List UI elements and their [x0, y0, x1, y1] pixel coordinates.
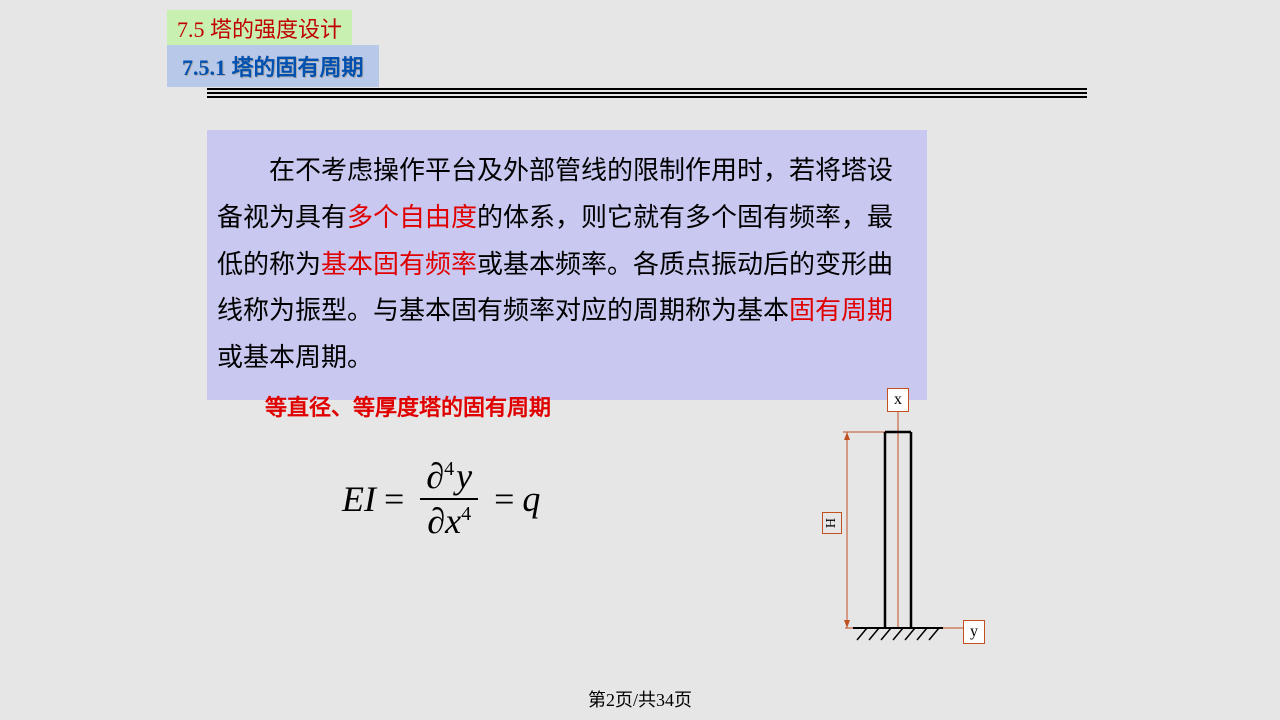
subtitle: 等直径、等厚度塔的固有周期	[265, 390, 551, 422]
h-dimension-label: H	[822, 512, 842, 534]
content-box: 在不考虑操作平台及外部管线的限制作用时，若将塔设备视为具有多个自由度的体系，则它…	[207, 130, 927, 400]
equation: EI = ∂4y ∂x4 = q	[342, 455, 540, 543]
page-number: 第2页/共34页	[588, 686, 692, 712]
section-header: 7.5 塔的强度设计	[167, 10, 352, 46]
diagram-svg	[785, 388, 985, 648]
section-title: 塔的强度设计	[210, 17, 342, 42]
subsection-title: 塔的固有周期	[232, 55, 364, 80]
divider	[207, 88, 1087, 96]
subtitle-text: 等直径、等厚度塔的固有周期	[265, 395, 551, 420]
tower-diagram: x y H	[785, 388, 985, 648]
eq-right: q	[522, 478, 540, 520]
eq-fraction: ∂4y ∂x4	[420, 455, 478, 543]
eq-equals-2: =	[494, 478, 514, 520]
subsection-header: 7.5.1 塔的固有周期	[167, 45, 379, 87]
eq-equals-1: =	[384, 478, 404, 520]
subsection-number: 7.5.1	[182, 55, 226, 80]
x-axis-label: x	[887, 388, 909, 412]
eq-left: EI	[342, 478, 376, 520]
y-axis-label: y	[963, 620, 985, 644]
section-number: 7.5	[177, 17, 205, 42]
